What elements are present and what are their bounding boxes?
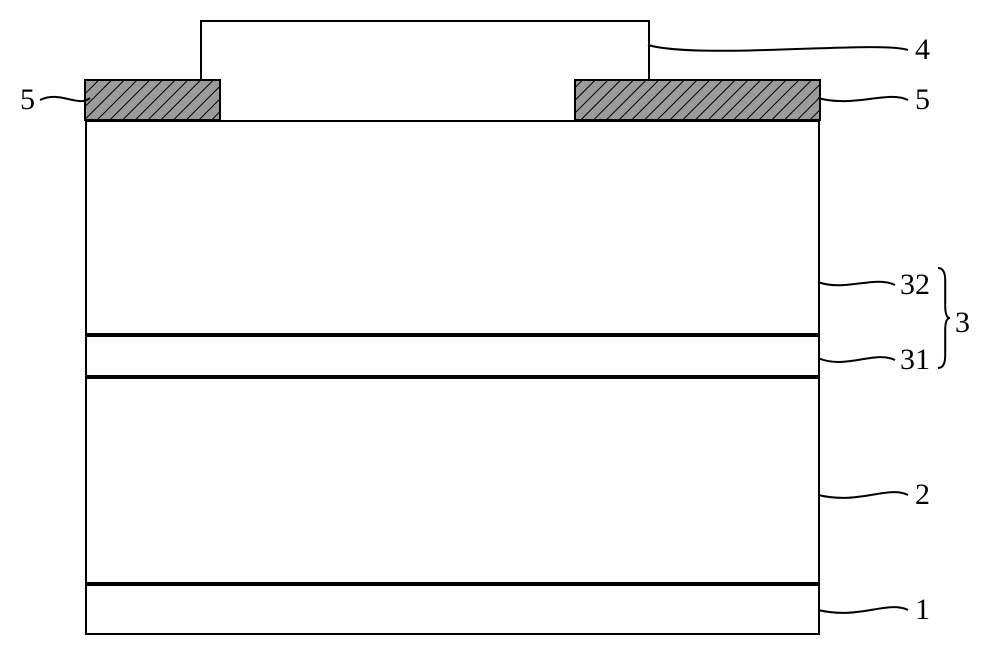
brace-3 — [938, 268, 950, 368]
label-n5r: 5 — [915, 85, 930, 115]
leader-to1 — [818, 607, 908, 613]
region-5-right — [575, 80, 820, 120]
label-n32: 32 — [900, 270, 930, 300]
layer-32 — [85, 120, 820, 335]
layer-2 — [85, 377, 820, 584]
label-n1: 1 — [915, 595, 930, 625]
leader-to5r — [818, 97, 908, 101]
label-n4: 4 — [915, 35, 930, 65]
leader-to32 — [818, 282, 895, 286]
label-n31: 31 — [900, 345, 930, 375]
label-n5l: 5 — [20, 85, 35, 115]
leader-to31 — [818, 357, 895, 362]
leader-to4 — [648, 45, 908, 51]
layer-31 — [85, 335, 820, 377]
leader-to5l — [40, 97, 90, 101]
layer-1 — [85, 584, 820, 635]
layer-4 — [200, 20, 650, 80]
label-n2: 2 — [915, 480, 930, 510]
leader-to2 — [818, 492, 908, 498]
diagram-stage: 1 2 3 31 32 4 5 5 — [0, 0, 1000, 653]
region-5-left — [85, 80, 220, 120]
label-n3: 3 — [955, 308, 970, 338]
